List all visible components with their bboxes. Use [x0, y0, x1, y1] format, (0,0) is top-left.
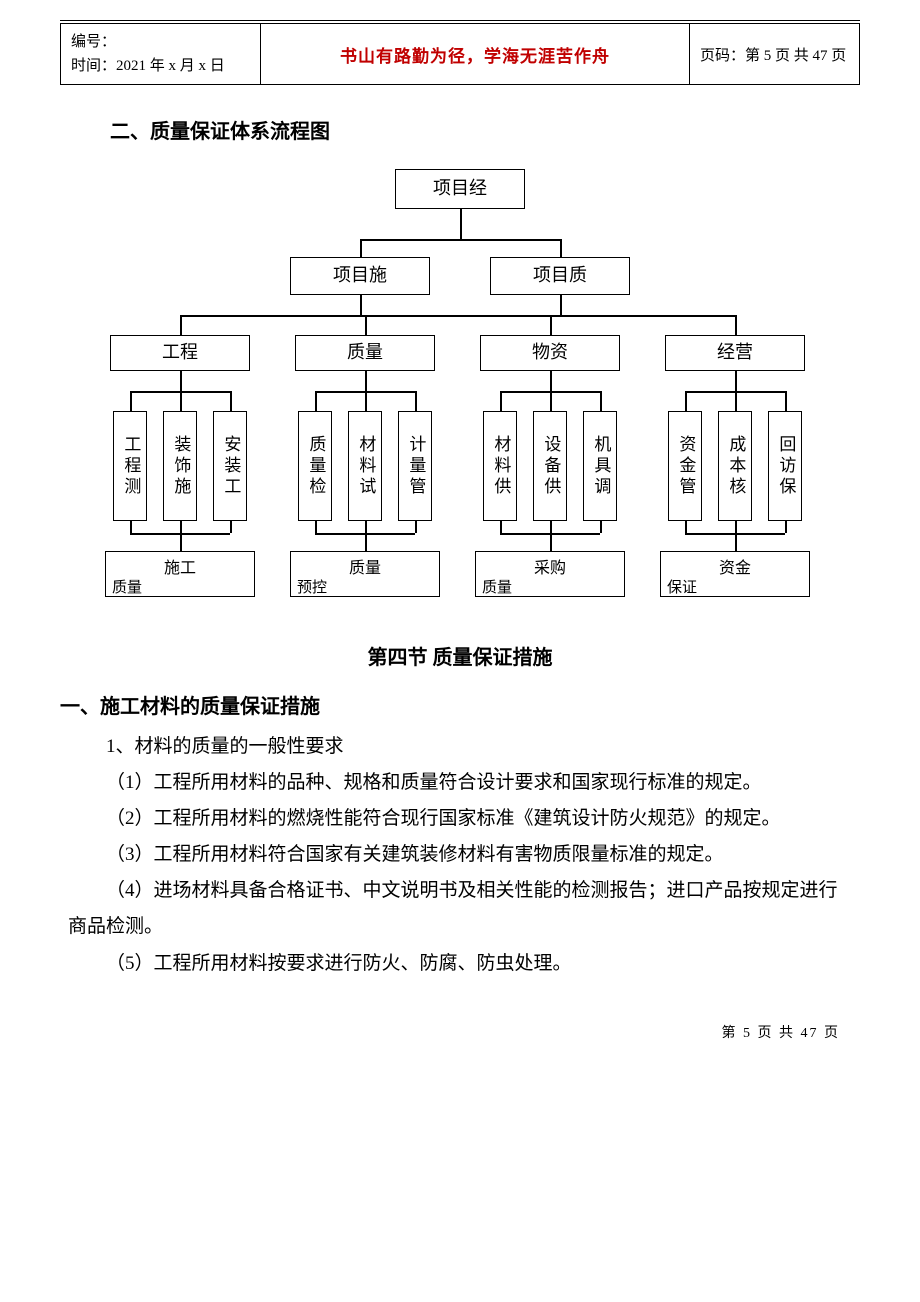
flow-connector — [230, 391, 232, 411]
flow-connector — [130, 391, 132, 411]
flow-connector — [600, 391, 602, 411]
flow-connector — [735, 533, 737, 551]
flow-connector — [360, 239, 560, 241]
flow-node: 质量检 — [298, 411, 332, 521]
flow-connector — [230, 521, 232, 533]
flow-node: 资金管 — [668, 411, 702, 521]
flow-connector — [500, 391, 502, 411]
flow-connector — [550, 521, 552, 533]
flow-connector — [415, 521, 417, 533]
flow-node: 项目施 — [290, 257, 430, 295]
paragraph: （5）工程所用材料按要求进行防火、防腐、防虫处理。 — [60, 946, 860, 982]
header-right-cell: 页码：第 5 页 共 47 页 — [690, 24, 860, 85]
flow-connector — [600, 521, 602, 533]
flow-connector — [180, 521, 182, 533]
flow-node: 回访保 — [768, 411, 802, 521]
paragraph: 1、材料的质量的一般性要求 — [60, 729, 860, 765]
header-left-cell: 编号： 时间：2021 年 x 月 x 日 — [61, 24, 261, 85]
flow-node: 工程 — [110, 335, 250, 371]
paragraph: （1）工程所用材料的品种、规格和质量符合设计要求和国家现行标准的规定。 — [60, 765, 860, 801]
flow-connector — [785, 391, 787, 411]
footer-pager: 第 5 页 共 47 页 — [60, 1022, 860, 1042]
flow-connector — [365, 371, 367, 391]
paragraph: （3）工程所用材料符合国家有关建筑装修材料有害物质限量标准的规定。 — [60, 837, 860, 873]
flow-connector — [785, 521, 787, 533]
pager-value: 第 5 页 共 47 页 — [745, 48, 846, 64]
flow-connector — [550, 371, 552, 391]
flow-node: 机具调 — [583, 411, 617, 521]
paragraph: （2）工程所用材料的燃烧性能符合现行国家标准《建筑设计防火规范》的规定。 — [60, 801, 860, 837]
label-id: 编号： — [71, 34, 116, 50]
flowchart: 项目经项目施 项目质工程 质量 物资 经营工程测装饰施安装工施工质量 质量检材料试计量管质… — [90, 169, 830, 601]
top-rule — [60, 20, 860, 21]
flow-node: 质量 — [295, 335, 435, 371]
flow-connector — [735, 391, 737, 411]
flow-bottom-node: 采购质量 — [475, 551, 625, 597]
flow-connector — [460, 209, 462, 239]
flow-connector — [365, 391, 367, 411]
flow-node: 计量管 — [398, 411, 432, 521]
flow-connector — [180, 371, 182, 391]
flow-connector — [550, 391, 552, 411]
flow-connector — [180, 391, 182, 411]
flow-connector — [365, 521, 367, 533]
flow-connector — [365, 533, 367, 551]
flow-node: 材料供 — [483, 411, 517, 521]
flow-connector — [360, 295, 362, 315]
flow-connector — [735, 315, 737, 335]
flow-connector — [500, 521, 502, 533]
body-paragraphs: 1、材料的质量的一般性要求（1）工程所用材料的品种、规格和质量符合设计要求和国家… — [60, 729, 860, 982]
page: 编号： 时间：2021 年 x 月 x 日 书山有路勤为径，学海无涯苦作舟 页码… — [0, 0, 920, 1072]
flow-connector — [685, 391, 687, 411]
flow-connector — [560, 239, 562, 257]
flow-connector — [550, 533, 552, 551]
flow-node: 安装工 — [213, 411, 247, 521]
flow-connector — [180, 533, 182, 551]
flow-connector — [735, 371, 737, 391]
flow-bottom-node: 资金保证 — [660, 551, 810, 597]
flow-node: 物资 — [480, 335, 620, 371]
flow-connector — [550, 315, 552, 335]
flow-connector — [130, 521, 132, 533]
section4-title: 第四节 质量保证措施 — [60, 641, 860, 670]
flow-connector — [315, 521, 317, 533]
flow-connector — [315, 391, 317, 411]
header-center-cell: 书山有路勤为径，学海无涯苦作舟 — [261, 24, 690, 85]
label-time: 时间： — [71, 58, 116, 74]
header-motto: 书山有路勤为径，学海无涯苦作舟 — [340, 47, 610, 66]
flow-connector — [180, 315, 182, 335]
pager-label: 页码： — [700, 48, 745, 64]
flow-connector — [360, 239, 362, 257]
flow-node: 材料试 — [348, 411, 382, 521]
header-table: 编号： 时间：2021 年 x 月 x 日 书山有路勤为径，学海无涯苦作舟 页码… — [60, 23, 860, 85]
flow-node: 经营 — [665, 335, 805, 371]
paragraph: （4）进场材料具备合格证书、中文说明书及相关性能的检测报告；进口产品按规定进行商… — [60, 873, 860, 945]
flow-bottom-node: 质量预控 — [290, 551, 440, 597]
flow-connector — [180, 315, 735, 317]
sub-heading-1: 一、施工材料的质量保证措施 — [60, 690, 860, 719]
section-heading: 二、质量保证体系流程图 — [110, 115, 860, 144]
flow-node: 项目经 — [395, 169, 525, 209]
time-value: 2021 年 x 月 x 日 — [116, 58, 225, 74]
flow-connector — [735, 521, 737, 533]
flow-node: 装饰施 — [163, 411, 197, 521]
flow-connector — [685, 521, 687, 533]
flow-connector — [415, 391, 417, 411]
flow-bottom-node: 施工质量 — [105, 551, 255, 597]
flow-connector — [560, 295, 562, 315]
flow-node: 成本核 — [718, 411, 752, 521]
flow-node: 工程测 — [113, 411, 147, 521]
flow-connector — [365, 315, 367, 335]
flow-node: 项目质 — [490, 257, 630, 295]
flow-node: 设备供 — [533, 411, 567, 521]
